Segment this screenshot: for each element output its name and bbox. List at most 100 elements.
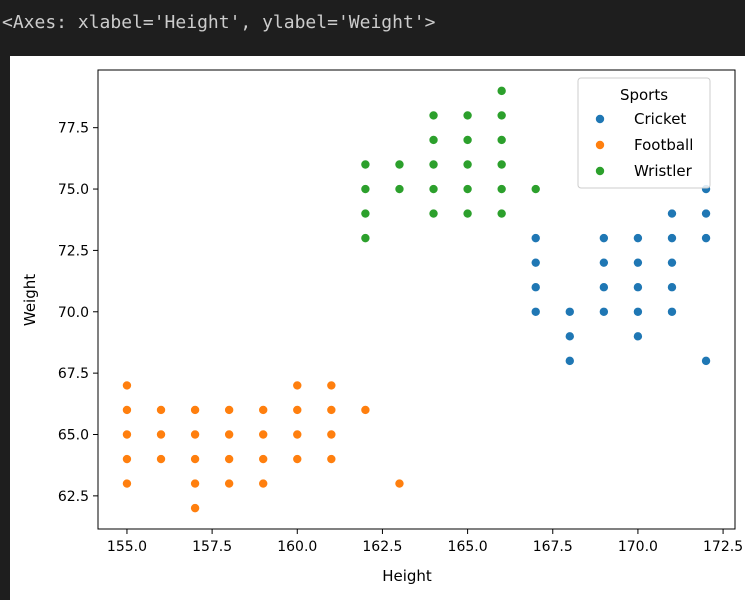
point-cricket xyxy=(564,355,575,366)
x-tick-label: 170.0 xyxy=(618,539,658,555)
axes-frame xyxy=(97,69,736,530)
legend-marker-football xyxy=(595,140,606,151)
point-cricket xyxy=(598,306,609,317)
point-wristler xyxy=(462,184,473,195)
point-cricket xyxy=(530,257,541,268)
point-football xyxy=(258,478,269,489)
point-cricket xyxy=(632,257,643,268)
point-football xyxy=(121,454,132,465)
point-cricket xyxy=(632,282,643,293)
point-wristler xyxy=(360,208,371,219)
point-football xyxy=(121,404,132,415)
y-axis-ticks: 62.5 65.0 67.5 70.0 72.5 75.0 77.5 xyxy=(58,121,98,505)
point-football xyxy=(121,429,132,440)
point-wristler xyxy=(428,110,439,121)
y-tick-label: 75.0 xyxy=(58,182,89,198)
point-cricket xyxy=(666,306,677,317)
y-tick-label: 65.0 xyxy=(58,428,89,444)
point-football xyxy=(224,429,235,440)
point-football xyxy=(394,478,405,489)
point-wristler xyxy=(496,134,507,145)
point-wristler xyxy=(394,159,405,170)
point-wristler xyxy=(360,184,371,195)
x-tick-label: 155.0 xyxy=(107,539,147,555)
point-football xyxy=(190,429,201,440)
point-football xyxy=(326,454,337,465)
legend-title: Sports xyxy=(620,86,668,104)
point-football xyxy=(156,404,167,415)
point-wristler xyxy=(428,184,439,195)
point-wristler xyxy=(428,134,439,145)
legend-label-wristler: Wristler xyxy=(634,162,693,180)
point-football xyxy=(190,454,201,465)
point-wristler xyxy=(462,208,473,219)
x-tick-label: 160.0 xyxy=(277,539,317,555)
x-tick-label: 157.5 xyxy=(192,539,232,555)
x-axis-ticks: 155.0 157.5 160.0 162.5 165.0 167.5 170.0 172.5 xyxy=(107,529,743,555)
x-tick-label: 165.0 xyxy=(448,539,488,555)
point-cricket xyxy=(701,233,712,244)
point-cricket xyxy=(564,331,575,342)
point-football xyxy=(326,404,337,415)
point-cricket xyxy=(701,355,712,366)
point-wristler xyxy=(462,110,473,121)
legend: Sports Cricket Football Wristler xyxy=(577,77,711,189)
legend-label-cricket: Cricket xyxy=(634,110,686,128)
point-football xyxy=(224,478,235,489)
point-football xyxy=(292,380,303,391)
point-football xyxy=(292,429,303,440)
point-football xyxy=(190,404,201,415)
point-cricket xyxy=(666,208,677,219)
point-football xyxy=(121,478,132,489)
point-football xyxy=(292,454,303,465)
point-wristler xyxy=(360,159,371,170)
point-football xyxy=(156,454,167,465)
x-tick-label: 167.5 xyxy=(533,539,573,555)
axes-repr-output: <Axes: xlabel='Height', ylabel='Weight'> xyxy=(2,12,436,33)
x-tick-label: 172.5 xyxy=(703,539,743,555)
point-cricket xyxy=(598,282,609,293)
point-football xyxy=(224,404,235,415)
legend-marker-cricket xyxy=(595,114,606,125)
point-cricket xyxy=(530,233,541,244)
point-wristler xyxy=(462,159,473,170)
point-football xyxy=(326,429,337,440)
point-football xyxy=(190,503,201,514)
point-wristler xyxy=(496,208,507,219)
legend-items: Cricket Football Wristler xyxy=(595,110,693,180)
y-tick-label: 67.5 xyxy=(58,366,89,382)
legend-marker-wristler xyxy=(595,166,606,177)
y-tick-label: 70.0 xyxy=(58,305,89,321)
point-wristler xyxy=(428,159,439,170)
y-tick-label: 72.5 xyxy=(58,243,89,259)
point-cricket xyxy=(530,282,541,293)
point-cricket xyxy=(701,208,712,219)
scatter-chart: 155.0 157.5 160.0 162.5 165.0 167.5 170.0 172.5… xyxy=(21,69,743,585)
point-cricket xyxy=(666,282,677,293)
point-football xyxy=(121,380,132,391)
x-tick-label: 162.5 xyxy=(362,539,402,555)
legend-box xyxy=(577,77,711,189)
point-football xyxy=(258,429,269,440)
scatter-points xyxy=(121,85,712,514)
point-cricket xyxy=(632,306,643,317)
legend-label-football: Football xyxy=(634,136,693,154)
x-axis-label: Height xyxy=(382,567,432,585)
point-wristler xyxy=(428,208,439,219)
point-wristler xyxy=(496,159,507,170)
point-cricket xyxy=(598,233,609,244)
point-cricket xyxy=(632,331,643,342)
figure: 155.0 157.5 160.0 162.5 165.0 167.5 170.0 172.5… xyxy=(10,56,745,600)
point-football xyxy=(190,478,201,489)
point-wristler xyxy=(394,184,405,195)
point-cricket xyxy=(666,233,677,244)
point-cricket xyxy=(632,233,643,244)
point-wristler xyxy=(496,110,507,121)
point-cricket xyxy=(598,257,609,268)
point-wristler xyxy=(496,85,507,96)
point-wristler xyxy=(530,184,541,195)
point-football xyxy=(224,454,235,465)
point-football xyxy=(292,404,303,415)
point-wristler xyxy=(360,233,371,244)
y-tick-label: 77.5 xyxy=(58,121,89,137)
